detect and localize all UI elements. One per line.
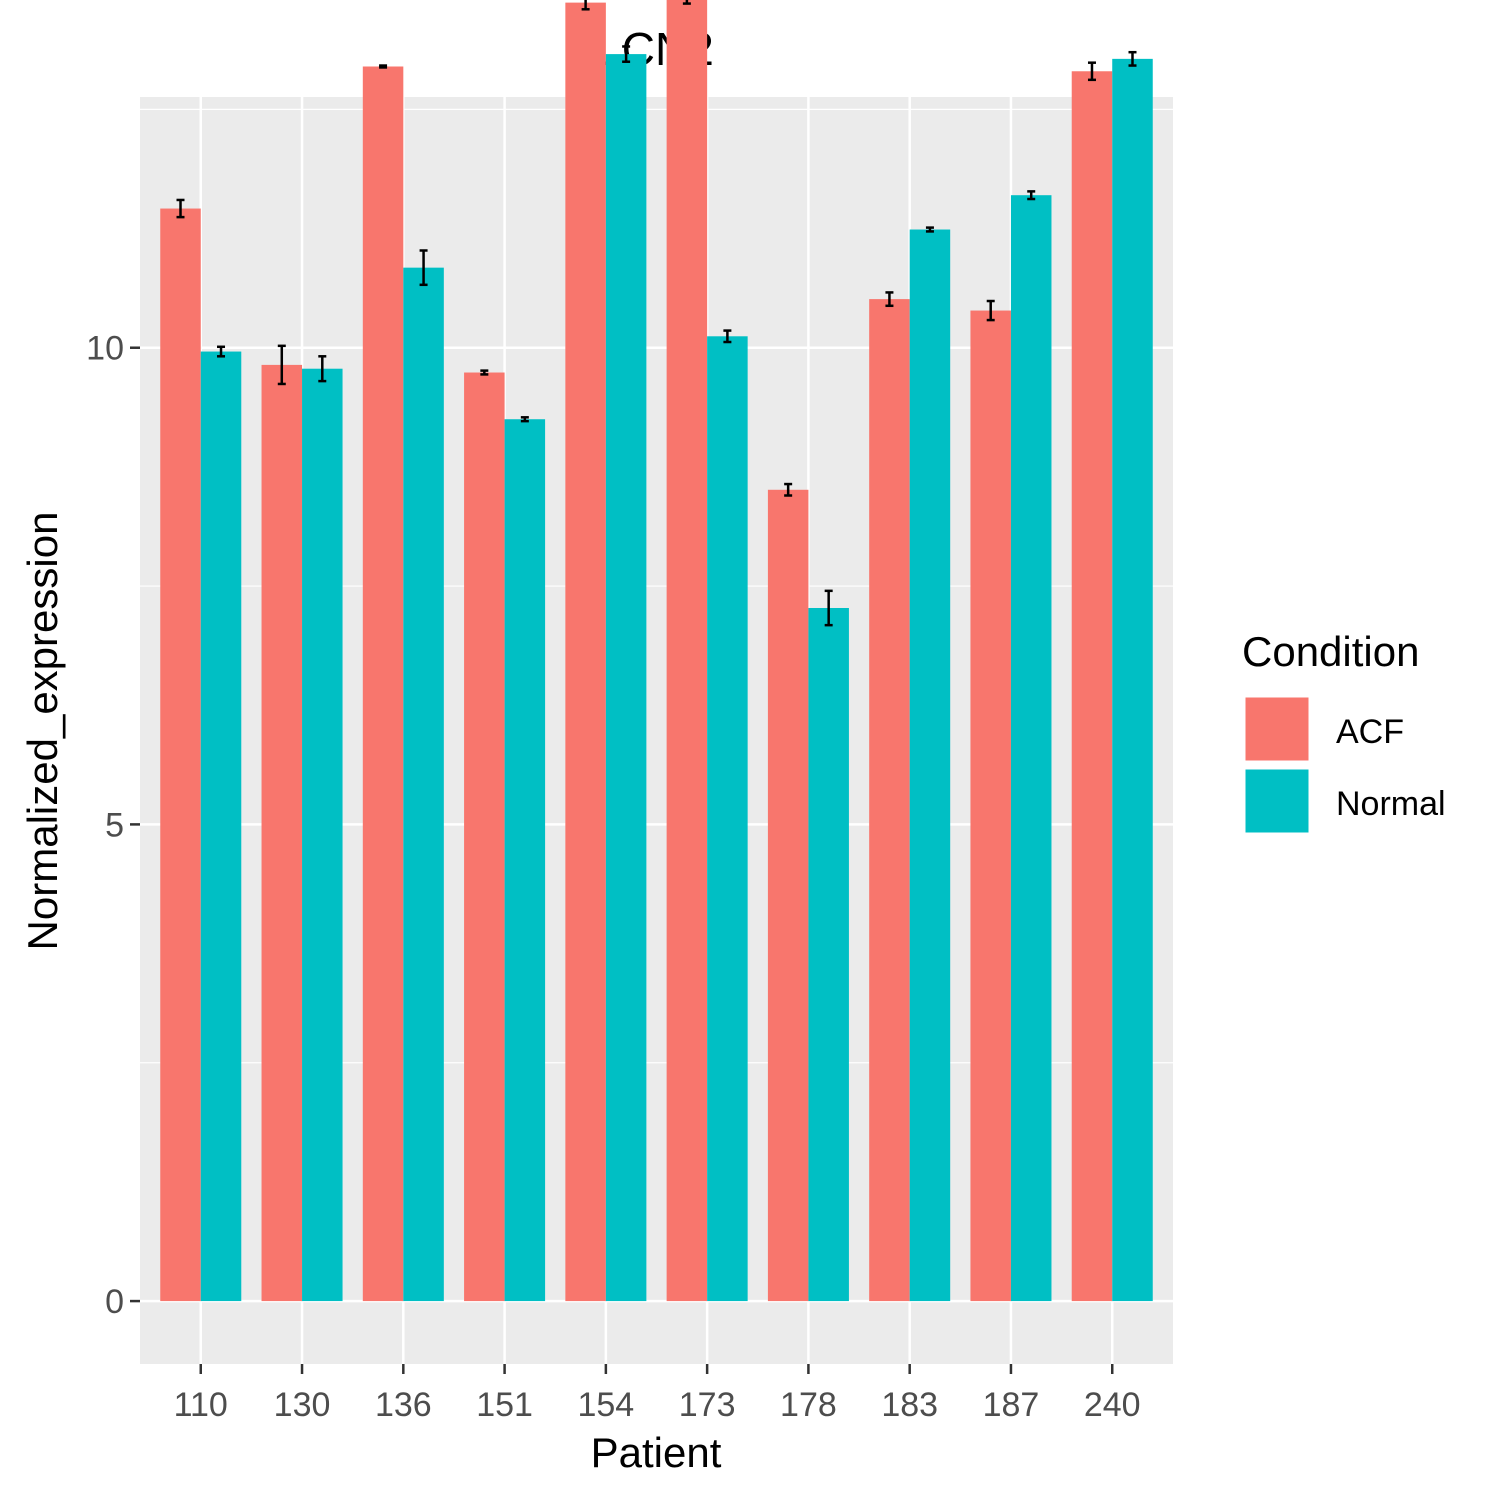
x-tick-label: 151 xyxy=(476,1386,533,1424)
y-axis-label: Normalized_expression xyxy=(19,512,66,951)
bar-normal-183 xyxy=(909,229,951,1302)
x-tick-label: 187 xyxy=(983,1386,1040,1424)
errorbar-acf-240 xyxy=(1087,61,1096,82)
errorbar-acf-183 xyxy=(885,291,894,308)
x-tick-label: 130 xyxy=(274,1386,331,1424)
bar-acf-151 xyxy=(464,372,505,1302)
errorbar-acf-110 xyxy=(176,198,185,219)
bar-acf-178 xyxy=(767,489,809,1302)
y-tick-label: 0 xyxy=(105,1283,124,1321)
bar-normal-178 xyxy=(808,607,849,1302)
errorbar-acf-151 xyxy=(480,369,489,376)
errorbar-acf-187 xyxy=(986,299,995,322)
bar-normal-154 xyxy=(605,54,647,1302)
bar-acf-173 xyxy=(666,0,708,1302)
legend: Condition ACF Normal xyxy=(1242,628,1446,836)
bar-acf-183 xyxy=(869,299,910,1302)
errorbar-acf-173 xyxy=(682,0,691,5)
y-tick-label: 10 xyxy=(86,330,124,368)
bar-acf-136 xyxy=(362,66,404,1302)
bar-acf-240 xyxy=(1071,71,1113,1302)
legend-label-normal: Normal xyxy=(1336,785,1446,823)
errorbar-normal-178 xyxy=(824,589,833,627)
bar-normal-240 xyxy=(1112,58,1153,1302)
bar-normal-130 xyxy=(302,368,343,1302)
bar-normal-173 xyxy=(707,336,748,1302)
x-tick-label: 154 xyxy=(577,1386,634,1424)
bar-normal-151 xyxy=(504,419,546,1302)
error-bars xyxy=(176,0,1137,627)
errorbar-normal-136 xyxy=(419,249,428,287)
errorbar-acf-178 xyxy=(784,482,793,497)
y-axis-ticks: 0 5 10 xyxy=(86,330,140,1321)
x-tick-label: 183 xyxy=(881,1386,938,1424)
errorbar-normal-187 xyxy=(1027,190,1036,201)
x-axis-ticks: 110 130 136 151 154 173 178 183 187 240 xyxy=(174,1364,1141,1424)
legend-key-normal xyxy=(1242,766,1312,836)
errorbar-normal-110 xyxy=(217,345,226,358)
errorbar-normal-154 xyxy=(622,45,631,63)
x-tick-label: 173 xyxy=(679,1386,736,1424)
bar-acf-154 xyxy=(565,2,606,1302)
legend-label-acf: ACF xyxy=(1336,713,1404,751)
errorbar-normal-130 xyxy=(318,355,327,383)
bar-normal-187 xyxy=(1010,195,1052,1302)
bar-acf-110 xyxy=(160,208,201,1302)
errorbar-acf-136 xyxy=(379,64,388,69)
errorbar-acf-154 xyxy=(581,0,590,11)
bar-normal-110 xyxy=(200,351,242,1302)
x-tick-label: 110 xyxy=(174,1386,228,1424)
x-tick-label: 178 xyxy=(780,1386,837,1424)
errorbar-normal-173 xyxy=(723,329,732,344)
x-tick-label: 240 xyxy=(1084,1386,1141,1424)
errorbar-normal-151 xyxy=(520,416,529,423)
legend-title: Condition xyxy=(1242,628,1419,675)
bar-acf-187 xyxy=(970,310,1011,1302)
legend-key-acf xyxy=(1242,694,1312,764)
errorbar-normal-183 xyxy=(925,226,934,233)
errorbar-acf-130 xyxy=(277,344,286,386)
bar-normal-136 xyxy=(403,267,444,1302)
bars xyxy=(160,0,1153,1302)
x-tick-label: 136 xyxy=(375,1386,432,1424)
errorbar-normal-240 xyxy=(1128,50,1137,67)
bar-acf-130 xyxy=(261,364,303,1302)
y-tick-label: 5 xyxy=(105,806,124,844)
x-axis-label: Patient xyxy=(591,1429,722,1476)
